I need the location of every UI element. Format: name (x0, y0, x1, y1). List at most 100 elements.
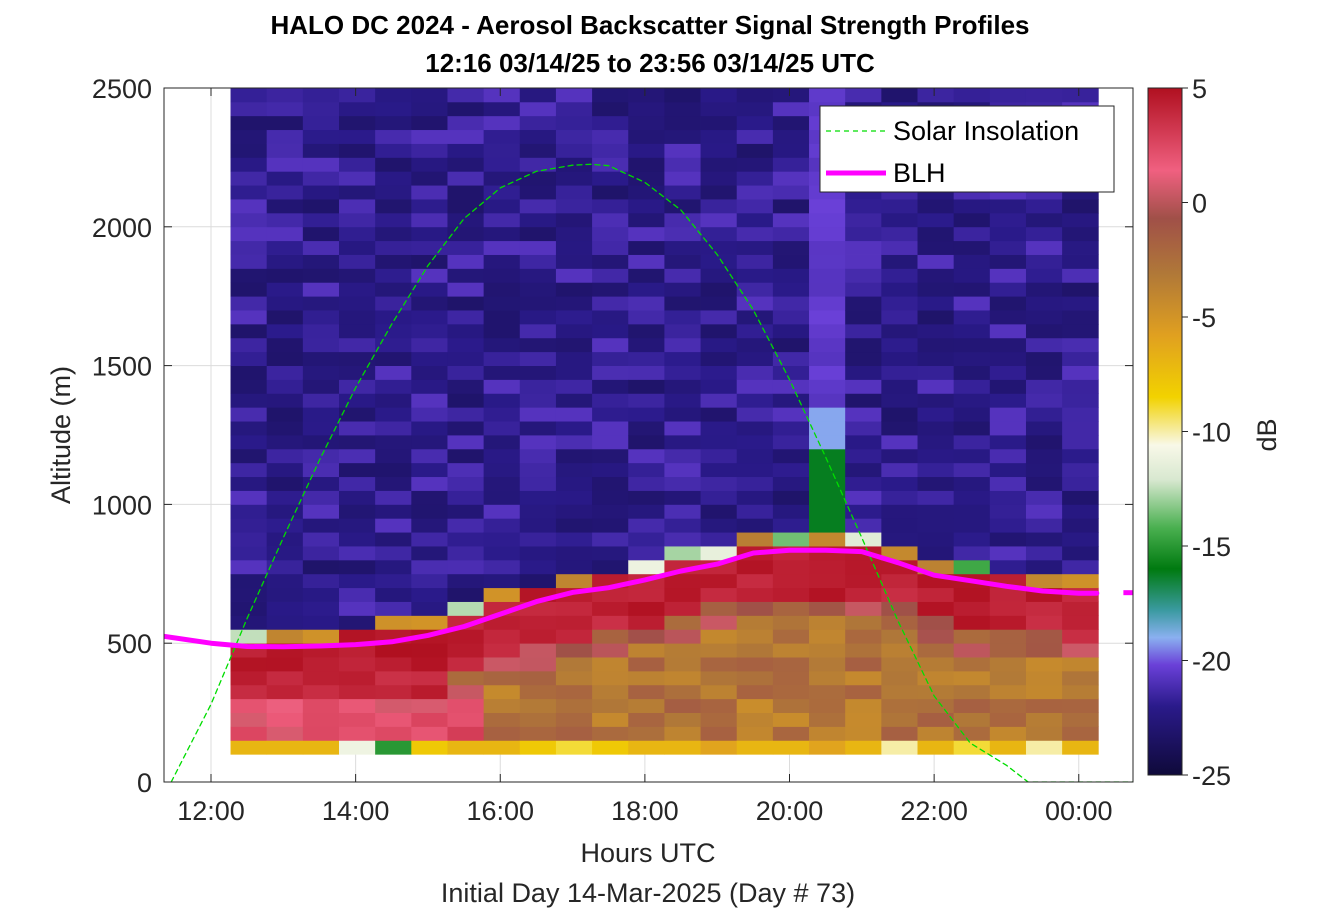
heatmap-cell (881, 310, 918, 325)
heatmap-cell (375, 657, 412, 672)
heatmap-cell (845, 684, 882, 700)
heatmap-cell (555, 532, 593, 547)
heatmap-cell (628, 546, 665, 561)
heatmap-cell (339, 532, 376, 547)
heatmap-cell (519, 476, 557, 491)
heatmap-cell (1025, 365, 1063, 380)
heatmap-cell (230, 726, 268, 741)
heatmap-cell (917, 407, 955, 422)
heatmap-cell (772, 365, 810, 380)
heatmap-cell (375, 101, 412, 117)
heatmap-cell (845, 282, 882, 297)
heatmap-cell (628, 310, 665, 325)
heatmap-cell (772, 657, 810, 672)
heatmap-cell (845, 504, 882, 519)
heatmap-cell (302, 684, 340, 700)
heatmap-cell (881, 504, 918, 519)
heatmap-cell (1062, 199, 1099, 214)
heatmap-cell (519, 296, 557, 311)
heatmap-cell (736, 448, 774, 464)
heatmap-cell (845, 476, 882, 491)
heatmap-cell (772, 115, 810, 131)
heatmap-cell (266, 240, 304, 255)
heatmap-cell (483, 518, 521, 533)
heatmap-cell (772, 587, 810, 602)
heatmap-cell (953, 254, 991, 269)
heatmap-cell (555, 365, 593, 380)
heatmap-cell (339, 740, 376, 755)
heatmap-cell (339, 323, 376, 339)
heatmap-cell (266, 601, 304, 616)
heatmap-cell (1025, 476, 1063, 491)
heatmap-cell (483, 448, 521, 464)
heatmap-cell (266, 559, 304, 575)
heatmap-cell (917, 365, 955, 380)
heatmap-cell (447, 657, 485, 672)
heatmap-cell (339, 393, 376, 408)
heatmap-cell (302, 726, 340, 741)
heatmap-cell (772, 629, 810, 644)
heatmap-cell (230, 129, 268, 144)
heatmap-cell (230, 143, 268, 158)
heatmap-cell (736, 476, 774, 491)
heatmap-cell (664, 684, 701, 700)
heatmap-cell (772, 448, 810, 464)
heatmap-cell (917, 379, 955, 394)
heatmap-cell (917, 212, 955, 228)
heatmap-cell (339, 462, 376, 478)
heatmap-cell (664, 282, 701, 297)
heatmap-cell (881, 88, 918, 103)
heatmap-cell (375, 351, 412, 366)
heatmap-cell (411, 240, 448, 255)
heatmap-cell (555, 615, 593, 630)
heatmap-cell (555, 476, 593, 491)
heatmap-cell (917, 462, 955, 478)
heatmap-cell (1025, 615, 1063, 630)
heatmap-cell (881, 212, 918, 228)
heatmap-cell (447, 698, 485, 713)
heatmap-cell (483, 129, 521, 144)
heatmap-cell (664, 657, 701, 672)
heatmap-cell (772, 532, 810, 547)
heatmap-cell (700, 240, 738, 255)
heatmap-cell (411, 296, 448, 311)
heatmap-cell (483, 421, 521, 436)
heatmap-cell (230, 407, 268, 422)
heatmap-cell (772, 435, 810, 450)
heatmap-cell (1062, 310, 1099, 325)
heatmap-cell (1062, 532, 1099, 547)
heatmap-cell (555, 379, 593, 394)
heatmap-cell (519, 157, 557, 172)
heatmap-cell (266, 684, 304, 700)
heatmap-cell (302, 88, 340, 103)
heatmap-cell (411, 421, 448, 436)
heatmap-cell (845, 643, 882, 658)
heatmap-cell (339, 88, 376, 103)
heatmap-cell (411, 101, 448, 117)
heatmap-cell (483, 365, 521, 380)
x-axis-note: Initial Day 14-Mar-2025 (Day # 73) (441, 878, 855, 908)
heatmap-cell (302, 351, 340, 366)
heatmap-cell (736, 657, 774, 672)
heatmap-cell (447, 587, 485, 602)
heatmap-cell (519, 337, 557, 353)
heatmap-cell (917, 448, 955, 464)
heatmap-cell (917, 504, 955, 519)
heatmap-cell (266, 532, 304, 547)
heatmap-cell (302, 435, 340, 450)
heatmap-cell (483, 115, 521, 131)
heatmap-cell (809, 657, 846, 672)
heatmap-cell (447, 226, 485, 242)
heatmap-cell (519, 421, 557, 436)
heatmap-cell (302, 115, 340, 131)
heatmap-cell (302, 212, 340, 228)
heatmap-cell (881, 712, 918, 727)
heatmap-cell (1062, 462, 1099, 478)
heatmap-cell (411, 740, 448, 755)
heatmap-cell (302, 143, 340, 158)
heatmap-cell (339, 365, 376, 380)
heatmap-cell (411, 129, 448, 144)
heatmap-cell (555, 129, 593, 144)
heatmap-cell (302, 698, 340, 713)
heatmap-cell (447, 559, 485, 575)
